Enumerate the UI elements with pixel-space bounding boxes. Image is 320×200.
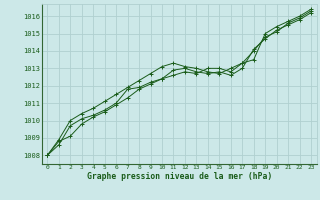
X-axis label: Graphe pression niveau de la mer (hPa): Graphe pression niveau de la mer (hPa) [87, 172, 272, 181]
